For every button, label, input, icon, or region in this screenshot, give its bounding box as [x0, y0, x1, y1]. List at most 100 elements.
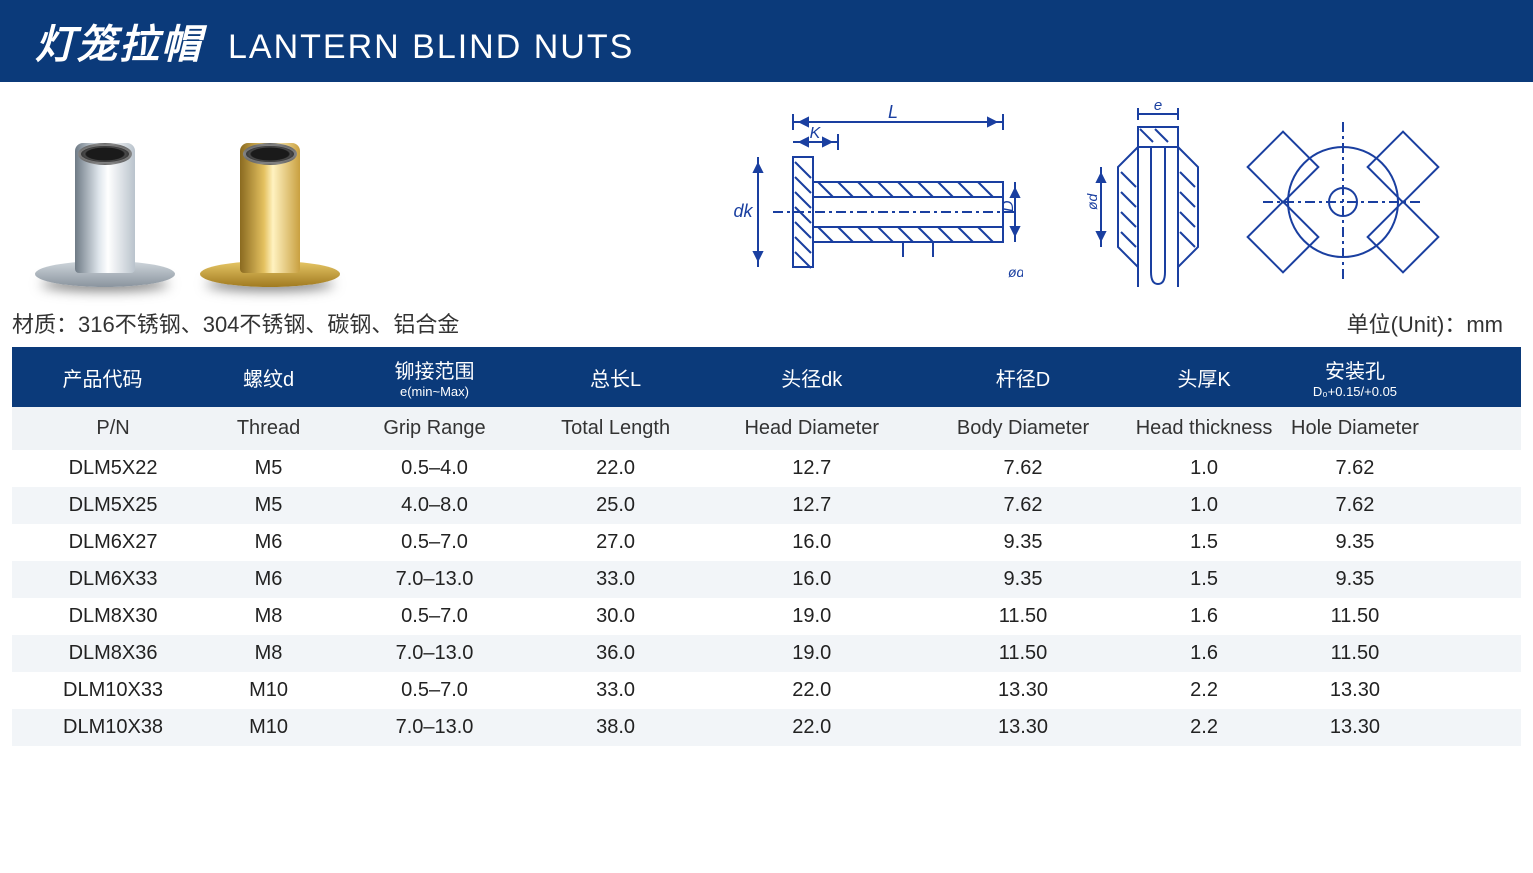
table-cell: M6 — [193, 561, 344, 598]
table-cell: DLM6X33 — [12, 561, 193, 598]
product-photos — [30, 107, 345, 287]
table-row: DLM8X36M87.0–13.036.019.011.501.611.50 — [12, 635, 1521, 672]
dim-label-dk: dk — [733, 201, 753, 221]
table-cell: 4.0–8.0 — [344, 487, 525, 524]
table-cell: 13.30 — [1280, 672, 1431, 709]
table-cell: DLM5X22 — [12, 450, 193, 487]
table-row: DLM6X27M60.5–7.027.016.09.351.59.35 — [12, 524, 1521, 561]
nut-hole-icon — [243, 143, 297, 165]
table-cell: DLM6X27 — [12, 524, 193, 561]
table-cell-pad — [1430, 561, 1521, 598]
table-cell: M5 — [193, 487, 344, 524]
table-cell: 1.0 — [1129, 487, 1280, 524]
table-row: DLM8X30M80.5–7.030.019.011.501.611.50 — [12, 598, 1521, 635]
table-row: DLM6X33M67.0–13.033.016.09.351.59.35 — [12, 561, 1521, 598]
table-cell: 11.50 — [917, 598, 1128, 635]
table-cell: 22.0 — [706, 709, 917, 746]
table-cell: DLM5X25 — [12, 487, 193, 524]
meta-row: 材质：316不锈钢、304不锈钢、碳钢、铝合金 单位(Unit)：mm — [0, 302, 1533, 347]
table-cell: 7.0–13.0 — [344, 709, 525, 746]
col-header-hole-en: Hole Diameter — [1280, 407, 1431, 450]
col-header-headthk-cn: 头厚K — [1129, 347, 1280, 407]
table-cell-pad — [1430, 709, 1521, 746]
table-cell: 0.5–4.0 — [344, 450, 525, 487]
table-cell: 11.50 — [1280, 635, 1431, 672]
table-cell: M8 — [193, 598, 344, 635]
table-cell: 19.0 — [706, 635, 917, 672]
table-cell: 1.6 — [1129, 598, 1280, 635]
table-row: DLM5X25M54.0–8.025.012.77.621.07.62 — [12, 487, 1521, 524]
col-header-bodydia-en: Body Diameter — [917, 407, 1128, 450]
spec-table-body: DLM5X22M50.5–4.022.012.77.621.07.62DLM5X… — [12, 450, 1521, 746]
table-cell: 12.7 — [706, 450, 917, 487]
col-header-hole-cn: 安装孔D₀+0.15/+0.05 — [1280, 347, 1431, 407]
table-header-en: P/N Thread Grip Range Total Length Head … — [12, 407, 1521, 450]
table-cell: 22.0 — [525, 450, 706, 487]
page-title-cn: 灯笼拉帽 — [35, 12, 203, 70]
table-cell-pad — [1430, 487, 1521, 524]
table-cell: 25.0 — [525, 487, 706, 524]
table-cell: DLM8X30 — [12, 598, 193, 635]
dim-label-bigd: D — [1000, 200, 1017, 212]
table-cell: 7.62 — [1280, 450, 1431, 487]
table-cell: M5 — [193, 450, 344, 487]
col-header-bodydia-cn: 杆径D — [917, 347, 1128, 407]
product-photo-silver — [30, 107, 180, 287]
dim-label-k: K — [810, 125, 822, 142]
col-header-thread-en: Thread — [193, 407, 344, 450]
front-expanded-drawing-icon: e ød — [1083, 102, 1463, 292]
table-cell: 36.0 — [525, 635, 706, 672]
table-cell: 9.35 — [917, 524, 1128, 561]
table-cell: DLM10X33 — [12, 672, 193, 709]
side-section-drawing-icon: L K dk D ød — [703, 102, 1023, 292]
table-cell: M10 — [193, 709, 344, 746]
table-cell: 13.30 — [1280, 709, 1431, 746]
table-cell: DLM10X38 — [12, 709, 193, 746]
table-row: DLM5X22M50.5–4.022.012.77.621.07.62 — [12, 450, 1521, 487]
table-cell: 11.50 — [917, 635, 1128, 672]
col-header-thread-cn: 螺纹d — [193, 347, 344, 407]
table-cell: 22.0 — [706, 672, 917, 709]
table-row: DLM10X38M107.0–13.038.022.013.302.213.30 — [12, 709, 1521, 746]
table-cell: 27.0 — [525, 524, 706, 561]
nut-body-icon — [240, 143, 300, 273]
diagram-row: L K dk D ød — [0, 82, 1533, 302]
technical-drawings: L K dk D ød — [703, 102, 1463, 292]
page-title-en: LANTERN BLIND NUTS — [228, 28, 634, 67]
table-cell: 11.50 — [1280, 598, 1431, 635]
table-cell: M10 — [193, 672, 344, 709]
table-cell: 38.0 — [525, 709, 706, 746]
table-cell: 33.0 — [525, 561, 706, 598]
table-cell: 1.6 — [1129, 635, 1280, 672]
table-cell: 13.30 — [917, 709, 1128, 746]
table-cell: 13.30 — [917, 672, 1128, 709]
table-cell-pad — [1430, 450, 1521, 487]
unit-label: 单位(Unit)：mm — [1347, 307, 1503, 339]
table-cell: 30.0 — [525, 598, 706, 635]
table-cell: 7.0–13.0 — [344, 561, 525, 598]
spec-table: 产品代码 螺纹d 铆接范围e(min~Max) 总长L 头径dk 杆径D 头厚K… — [12, 347, 1521, 746]
col-header-grip-en: Grip Range — [344, 407, 525, 450]
col-header-length-cn: 总长L — [525, 347, 706, 407]
dim-label-e: e — [1154, 102, 1162, 114]
col-header-headthk-en: Head thickness — [1129, 407, 1280, 450]
table-cell: 9.35 — [1280, 561, 1431, 598]
table-cell: 2.2 — [1129, 709, 1280, 746]
nut-hole-icon — [78, 143, 132, 165]
table-cell: 9.35 — [1280, 524, 1431, 561]
page-header-bar: 灯笼拉帽 LANTERN BLIND NUTS — [0, 0, 1533, 82]
col-header-grip-cn: 铆接范围e(min~Max) — [344, 347, 525, 407]
table-cell-pad — [1430, 524, 1521, 561]
material-label: 材质：316不锈钢、304不锈钢、碳钢、铝合金 — [12, 307, 459, 339]
table-cell-pad — [1430, 635, 1521, 672]
table-cell: 16.0 — [706, 561, 917, 598]
table-cell: 33.0 — [525, 672, 706, 709]
dim-label-l: L — [888, 102, 898, 122]
col-header-headdia-en: Head Diameter — [706, 407, 917, 450]
table-cell: 2.2 — [1129, 672, 1280, 709]
table-cell: 0.5–7.0 — [344, 598, 525, 635]
product-photo-brass — [195, 107, 345, 287]
table-cell: 0.5–7.0 — [344, 672, 525, 709]
table-cell: 16.0 — [706, 524, 917, 561]
col-header-pad-en — [1430, 407, 1521, 450]
